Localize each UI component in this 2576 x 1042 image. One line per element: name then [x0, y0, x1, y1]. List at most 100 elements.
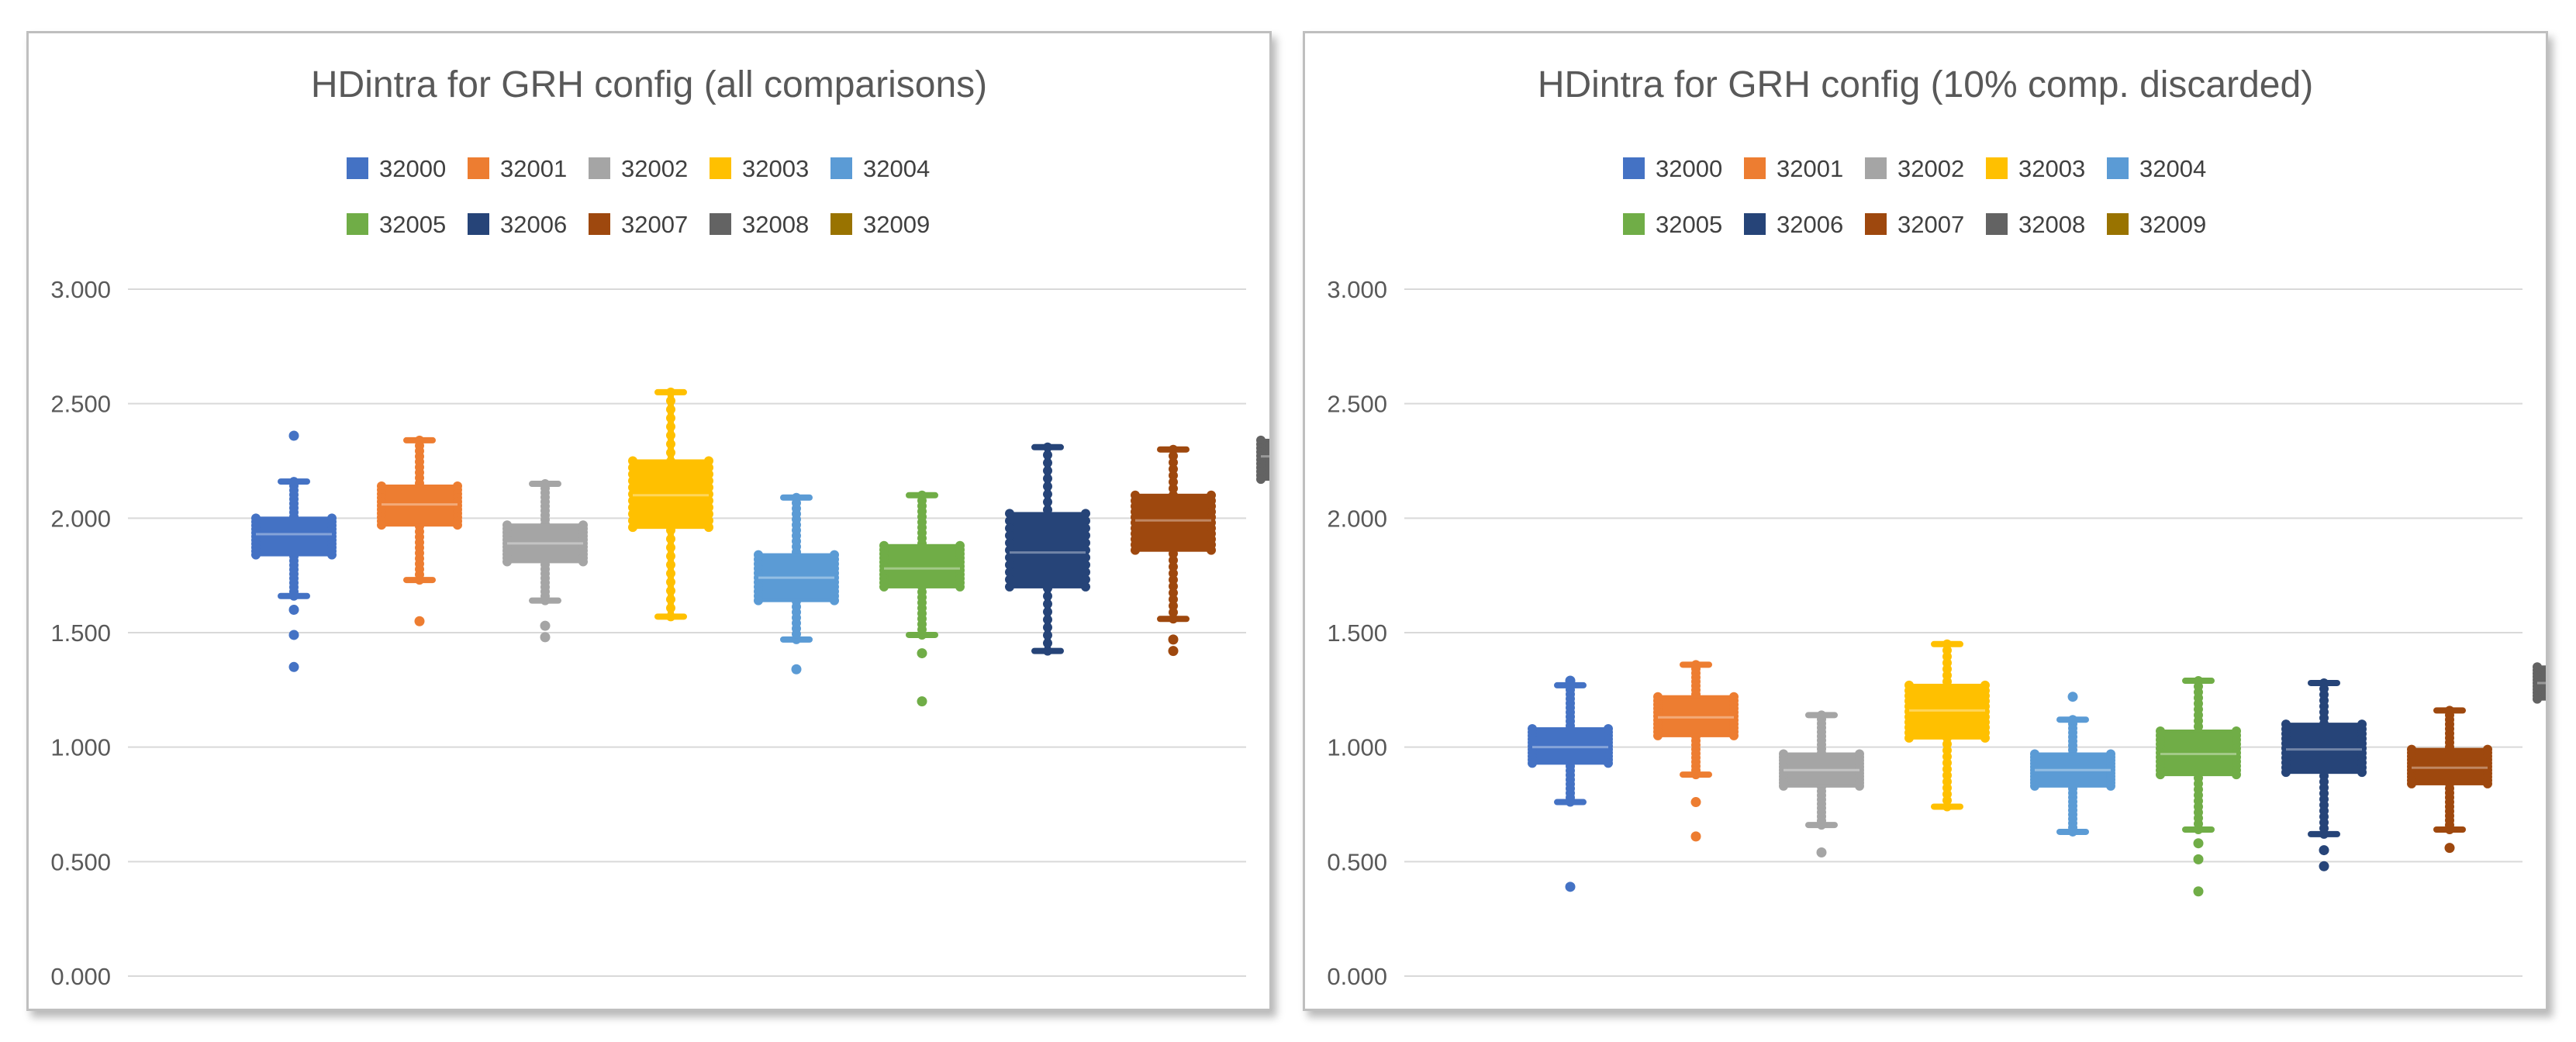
box-edge-dot: [2483, 778, 2492, 788]
boxplot-chart-right: HDintra for GRH config (10% comp. discar…: [1327, 64, 2546, 990]
legend-item: 32000: [347, 155, 446, 182]
box-edge-dot: [2106, 781, 2115, 791]
box-edge-dot: [1005, 516, 1014, 526]
legend-swatch: [2107, 157, 2129, 179]
data-point: [1043, 638, 1052, 648]
data-point: [1169, 471, 1178, 481]
data-point: [1169, 457, 1178, 468]
data-point: [666, 422, 675, 432]
boxplot-32000: [1528, 675, 1613, 892]
data-point: [2068, 715, 2077, 725]
box-edge-dot: [1855, 781, 1864, 791]
legend-item: 32002: [589, 155, 688, 182]
y-tick-label: 2.500: [50, 391, 111, 418]
box-edge-dot: [2533, 694, 2542, 704]
data-point: [1169, 588, 1178, 598]
data-point: [666, 413, 675, 423]
outlier-point: [288, 430, 299, 441]
data-point: [1043, 497, 1052, 507]
box-edge-dot: [1005, 538, 1014, 548]
boxplot-32006: [1005, 442, 1090, 656]
box-edge-dot: [502, 557, 512, 567]
legend-item: 32003: [710, 155, 809, 182]
box-edge-dot: [1081, 516, 1090, 526]
data-point: [666, 612, 675, 622]
box-edge-dot: [1081, 509, 1090, 519]
legend-label: 32005: [379, 211, 446, 238]
data-point: [666, 534, 675, 544]
box-edge-dot: [1081, 574, 1090, 585]
box-edge-dot: [578, 557, 588, 567]
legend-label: 32006: [500, 211, 567, 238]
legend-item: 32005: [1623, 211, 1722, 238]
box: [1008, 512, 1087, 588]
outlier-point: [2319, 845, 2329, 856]
box-edge-dot: [1207, 545, 1216, 555]
y-tick-label: 2.000: [1327, 505, 1387, 532]
legend-item: 32006: [468, 211, 567, 238]
data-point: [1043, 466, 1052, 476]
data-point: [666, 447, 675, 457]
box-edge-dot: [628, 495, 637, 505]
outlier-point: [414, 616, 425, 626]
boxplot-32007: [1131, 444, 1216, 657]
box-edge-dot: [2407, 778, 2416, 788]
legend-swatch: [468, 157, 489, 179]
box-edge-dot: [704, 489, 713, 499]
data-point: [666, 405, 675, 415]
data-point: [666, 551, 675, 561]
outlier-point: [2193, 838, 2204, 849]
legend-item: 32005: [347, 211, 446, 238]
data-point: [666, 543, 675, 553]
legend-item: 32003: [1986, 155, 2085, 182]
legend-label: 32004: [2139, 155, 2206, 182]
data-point: [1691, 660, 1701, 670]
chart-title: HDintra for GRH config (all comparisons): [311, 64, 987, 105]
data-point: [666, 595, 675, 605]
box-edge-dot: [628, 523, 637, 533]
data-point: [1043, 599, 1052, 609]
boxplot-32003: [1904, 639, 1990, 812]
box-edge-dot: [1081, 553, 1090, 563]
legend-label: 32000: [1656, 155, 1722, 182]
data-point: [666, 396, 675, 406]
legend-swatch: [1744, 213, 1766, 235]
box-edge-dot: [704, 516, 713, 526]
legend-label: 32001: [500, 155, 567, 182]
y-tick-label: 1.500: [1327, 619, 1387, 647]
outlier-point: [1565, 882, 1576, 892]
box-edge-dot: [879, 581, 889, 592]
legend-label: 32007: [1897, 211, 1964, 238]
legend-label: 32008: [742, 211, 809, 238]
data-point: [1169, 444, 1178, 454]
y-tick-label: 3.000: [1327, 276, 1387, 303]
y-tick-label: 0.000: [50, 963, 111, 990]
box-edge-dot: [628, 482, 637, 492]
legend-swatch: [1986, 157, 2008, 179]
box-edge-dot: [1005, 560, 1014, 570]
legend-swatch: [347, 213, 368, 235]
legend-label: 32003: [742, 155, 809, 182]
outlier-point: [1565, 675, 1576, 686]
outlier-point: [1690, 797, 1701, 808]
legend-swatch: [710, 157, 731, 179]
box-edge-dot: [704, 469, 713, 479]
box: [2284, 723, 2364, 775]
outlier-point: [2444, 843, 2455, 854]
data-point: [1043, 591, 1052, 601]
boxplot-32000: [251, 430, 337, 672]
boxplot-32005: [2156, 676, 2241, 897]
boxplot-32006: [2281, 678, 2367, 871]
box-edge-dot: [327, 550, 337, 560]
box-edge-dot: [704, 456, 713, 466]
boxplot-32005: [879, 490, 965, 707]
box-edge-dot: [628, 456, 637, 466]
data-point: [1169, 614, 1178, 624]
legend-item: 32008: [1986, 211, 2085, 238]
box-edge-dot: [1081, 523, 1090, 533]
outlier-point: [1168, 634, 1179, 645]
box-edge-dot: [704, 463, 713, 473]
box: [1782, 752, 1861, 788]
box-edge-dot: [704, 509, 713, 519]
outlier-point: [1816, 847, 1827, 858]
